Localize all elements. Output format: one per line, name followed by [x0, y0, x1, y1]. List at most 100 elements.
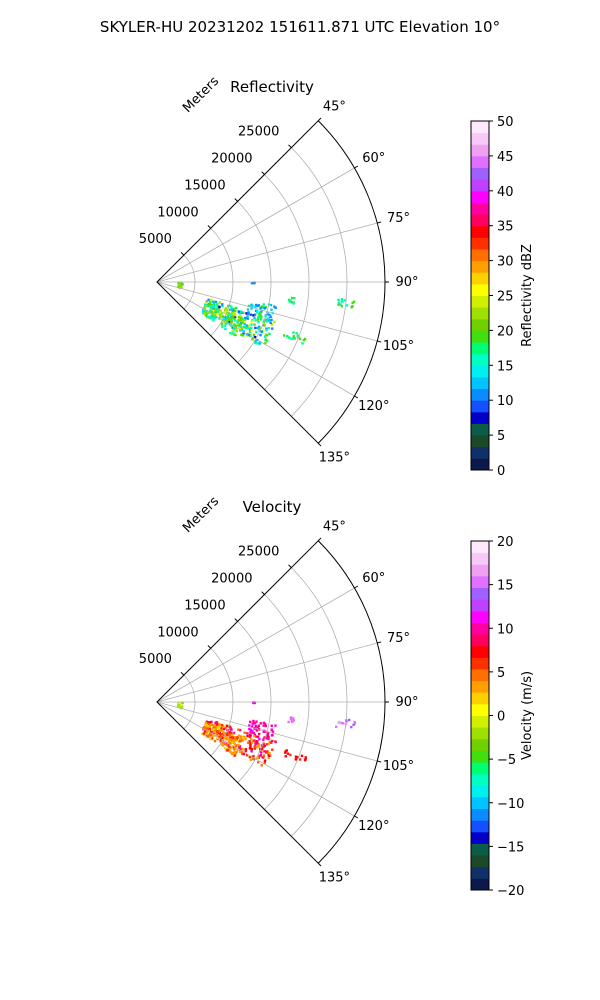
- echo-cell: [209, 732, 212, 735]
- echo-cell: [257, 313, 261, 316]
- echo-cell: [254, 326, 257, 330]
- echo-cell: [248, 740, 251, 743]
- colorbar-tick-label: 10: [497, 622, 514, 637]
- echo-cell: [258, 754, 261, 758]
- colorbar-swatch: [471, 423, 489, 436]
- echo-cell: [228, 748, 231, 751]
- echo-cell: [202, 732, 206, 735]
- echo-cell: [343, 299, 347, 302]
- echo-cell: [238, 745, 242, 748]
- echo-cell: [244, 316, 247, 320]
- echo-cell: [252, 739, 255, 743]
- echo-cell: [245, 754, 249, 757]
- echo-cell: [258, 311, 262, 314]
- colorbar-swatch: [471, 365, 489, 378]
- echo-cell: [286, 752, 290, 755]
- echo-cell: [228, 736, 232, 740]
- echo-cell: [230, 746, 234, 749]
- sector-outline: [156, 540, 386, 864]
- echo-cell: [232, 313, 235, 317]
- echo-cell: [246, 732, 249, 735]
- echo-cell: [181, 704, 184, 707]
- echo-cell: [256, 726, 260, 729]
- echo-cell: [221, 315, 224, 318]
- azimuth-tick: [317, 117, 322, 122]
- colorbar-swatch: [471, 785, 489, 798]
- echo-cell: [270, 323, 273, 326]
- echo-cell: [265, 750, 268, 753]
- echo-cell: [218, 723, 221, 726]
- echo-cell: [219, 315, 222, 318]
- range-tick-label: 5000: [139, 232, 172, 247]
- echo-cell: [206, 304, 210, 308]
- echo-cell: [223, 747, 227, 750]
- echo-cell: [230, 731, 233, 734]
- echo-cell: [239, 317, 243, 320]
- echo-cell: [247, 304, 251, 308]
- echo-cell: [221, 723, 224, 727]
- range-tick: [234, 198, 238, 202]
- echo-cell: [263, 722, 267, 726]
- echo-cell: [260, 310, 263, 313]
- colorbar-tick-label: 35: [497, 220, 514, 235]
- echo-cell: [256, 740, 259, 743]
- echo-cell: [250, 747, 253, 751]
- echo-cell: [252, 757, 255, 761]
- echo-cell: [230, 320, 233, 323]
- echo-cell: [246, 741, 250, 744]
- echo-cell: [224, 322, 228, 325]
- colorbar-swatch: [471, 132, 489, 145]
- echo-cell: [250, 741, 254, 744]
- echo-cell: [232, 746, 235, 749]
- echo-cell: [239, 324, 242, 327]
- echo-cell: [215, 310, 218, 313]
- range-tick: [207, 225, 212, 229]
- echo-cell: [253, 323, 256, 326]
- azimuth-tick-label: 60°: [362, 151, 385, 166]
- echo-cell: [254, 339, 257, 343]
- echo-cell: [345, 304, 349, 307]
- echo-cell: [204, 314, 208, 317]
- echo-cell: [238, 319, 242, 322]
- echo-cell: [246, 734, 249, 738]
- echo-cell: [210, 308, 213, 311]
- polar-grid: [156, 147, 385, 417]
- echo-cell: [206, 315, 209, 319]
- echo-cell: [179, 705, 182, 708]
- echo-cell: [264, 730, 267, 733]
- echo-cell: [210, 316, 213, 320]
- echo-cell: [239, 329, 242, 332]
- echo-cell: [244, 748, 247, 751]
- colorbar-swatch: [471, 307, 489, 320]
- echo-cell: [348, 718, 351, 722]
- echo-cell: [262, 303, 265, 306]
- echo-cell: [255, 330, 258, 334]
- echo-cell: [250, 305, 253, 308]
- azimuth-tick-label: 120°: [358, 399, 389, 414]
- echo-cell: [222, 725, 225, 728]
- echo-cell: [353, 720, 356, 724]
- echo-cell: [243, 321, 246, 324]
- echo-cell: [216, 736, 219, 739]
- colorbar-swatch: [471, 692, 489, 705]
- echo-cell: [267, 754, 270, 757]
- colorbar-tick-label: 0: [497, 710, 505, 725]
- echo-cell: [271, 327, 274, 330]
- echo-cell: [209, 303, 212, 306]
- echo-cell: [252, 314, 255, 317]
- echo-cell: [237, 319, 240, 322]
- echo-cell: [282, 334, 286, 337]
- echo-cell: [239, 326, 243, 329]
- range-tick-label: 10000: [157, 205, 198, 220]
- colorbar-swatch: [471, 167, 489, 180]
- echo-cell: [239, 738, 242, 741]
- colorbar-tick-label: 40: [497, 185, 514, 200]
- echo-cell: [235, 325, 238, 328]
- echo-cell: [233, 750, 236, 754]
- echo-cell: [263, 307, 267, 310]
- echo-cell: [217, 310, 220, 313]
- echo-cell: [268, 741, 271, 744]
- colorbar-swatch: [471, 680, 489, 693]
- echo-cell: [220, 322, 224, 325]
